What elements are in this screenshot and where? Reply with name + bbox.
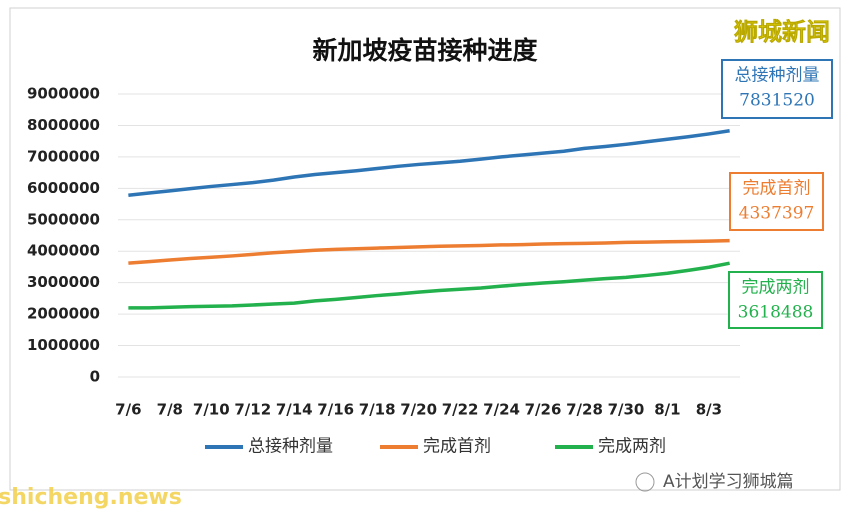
annotation-name: 完成两剂 (742, 278, 810, 298)
annotation-box (721, 59, 833, 119)
x-tick-label: 7/12 (234, 401, 271, 419)
annotation-box (728, 271, 823, 329)
x-tick-label: 8/3 (696, 401, 722, 419)
x-tick-label: 7/14 (276, 401, 313, 419)
x-tick-label: 7/18 (359, 401, 396, 419)
source-watermark: shicheng.news (0, 485, 182, 510)
x-tick-label: 7/28 (566, 401, 603, 419)
annotation-value: 4337397 (739, 204, 815, 224)
legend-label: 完成两剂 (598, 437, 666, 457)
series-line (128, 261, 730, 310)
x-tick-label: 7/20 (400, 401, 437, 419)
x-tick-label: 7/22 (442, 401, 479, 419)
x-tick-label: 7/26 (525, 401, 562, 419)
annotation-box (729, 172, 824, 231)
y-tick-label: 3000000 (27, 273, 100, 291)
wechat-icon (635, 472, 655, 492)
x-tick-label: 7/8 (157, 401, 183, 419)
x-tick-label: 7/30 (608, 401, 645, 419)
series-line (128, 238, 730, 265)
y-tick-label: 4000000 (27, 242, 100, 260)
x-tick-label: 8/1 (654, 401, 680, 419)
y-tick-label: 6000000 (27, 179, 100, 197)
annotation-value: 7831520 (739, 91, 815, 111)
y-tick-label: 7000000 (27, 147, 100, 165)
x-tick-label: 7/10 (193, 401, 230, 419)
watermark: 狮城新闻 (734, 18, 830, 46)
legend-label: 总接种剂量 (248, 437, 333, 457)
y-tick-label: 0 (90, 368, 100, 386)
y-tick-label: 1000000 (27, 336, 100, 354)
chart-frame (9, 7, 841, 491)
annotation-value: 3618488 (738, 303, 814, 323)
x-tick-label: 7/16 (317, 401, 354, 419)
x-tick-label: 7/24 (483, 401, 520, 419)
y-tick-label: 5000000 (27, 210, 100, 228)
y-tick-label: 8000000 (27, 116, 100, 134)
y-tick-label: 2000000 (27, 305, 100, 323)
account-name: A计划学习狮城篇 (663, 472, 794, 492)
series-line (128, 129, 730, 197)
legend-label: 完成首剂 (423, 437, 491, 457)
annotation-name: 完成首剂 (743, 179, 811, 199)
chart-title: 新加坡疫苗接种进度 (312, 36, 537, 65)
y-tick-label: 9000000 (27, 85, 100, 103)
x-tick-label: 7/6 (115, 401, 141, 419)
annotation-name: 总接种剂量 (735, 66, 820, 86)
